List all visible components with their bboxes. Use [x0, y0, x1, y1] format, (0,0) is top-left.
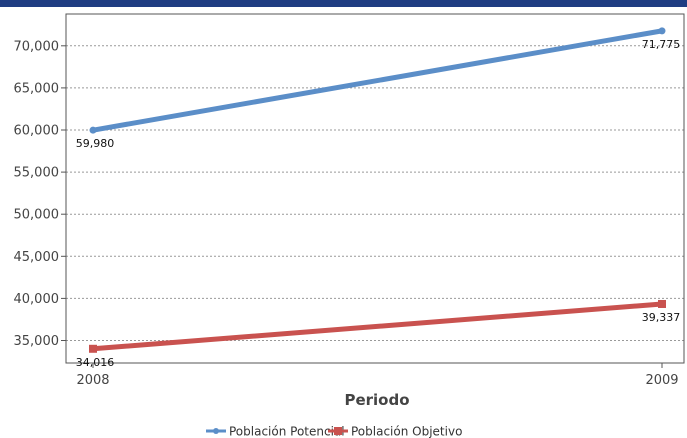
legend: Población Potencial Población Objetivo [206, 425, 462, 438]
data-label: 71,775 [642, 38, 681, 51]
plot-area [65, 13, 685, 364]
y-tick-label: 35,000 [14, 334, 60, 349]
y-tick-label: 45,000 [14, 250, 60, 265]
legend-marker [334, 427, 342, 435]
data-point [89, 344, 97, 353]
data-point [658, 27, 666, 35]
data-label: 59,980 [76, 137, 115, 150]
y-tick-label: 55,000 [14, 166, 60, 181]
legend-label: Población Potencial [229, 425, 345, 438]
y-tick-label: 65,000 [14, 81, 60, 96]
top-bar [0, 0, 687, 7]
data-label: 34,016 [76, 356, 115, 369]
y-axis: 35,000 40,000 45,000 50,000 55,000 60,000 65,0… [14, 39, 66, 349]
data-point [89, 126, 97, 134]
series: 59,980 71,775 34,016 39,337 [76, 27, 681, 369]
y-tick-label: 50,000 [14, 208, 60, 223]
y-tick-label: 70,000 [14, 39, 60, 54]
x-tick-label: 2009 [645, 373, 678, 388]
series-line [90, 28, 665, 133]
x-axis: 2008 2009 [76, 363, 679, 388]
data-point [658, 299, 666, 308]
y-tick-label: 40,000 [14, 292, 60, 307]
legend-label: Población Objetivo [351, 425, 462, 438]
data-label: 39,337 [642, 311, 681, 324]
grid-lines [66, 45, 684, 341]
y-tick-label: 60,000 [14, 124, 60, 139]
x-tick-label: 2008 [76, 373, 109, 388]
x-axis-title: Periodo [344, 391, 409, 409]
legend-marker [213, 428, 219, 434]
series-line [90, 301, 665, 352]
